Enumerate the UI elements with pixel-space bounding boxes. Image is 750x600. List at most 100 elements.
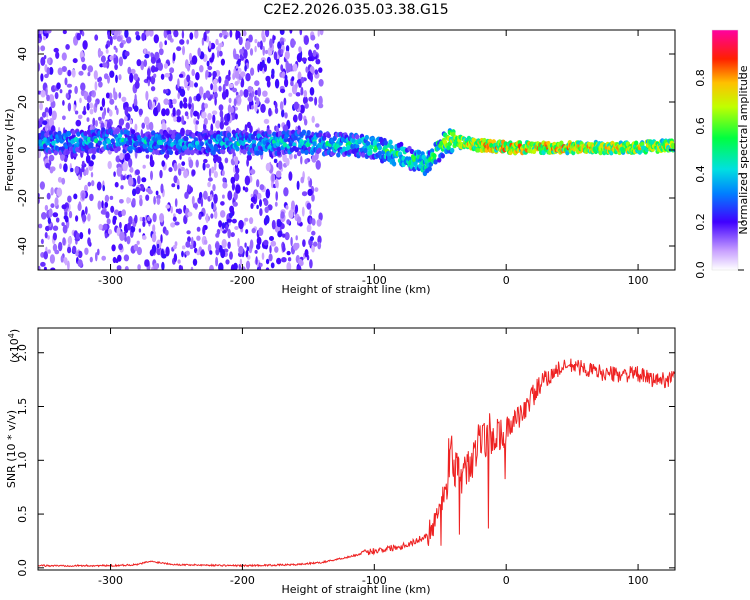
- heatmap-cell: [432, 153, 437, 159]
- heatmap-cell: [223, 121, 229, 126]
- heatmap-cell: [150, 56, 156, 64]
- heatmap-cell: [128, 158, 133, 168]
- heatmap-cell: [265, 75, 271, 82]
- heatmap-cell: [55, 51, 60, 59]
- heatmap-cell: [147, 216, 151, 222]
- heatmap-cell: [62, 115, 66, 121]
- heatmap-cell: [80, 56, 86, 63]
- heatmap-cell: [233, 172, 240, 182]
- heatmap-cell: [104, 120, 108, 128]
- heatmap-cell: [598, 150, 603, 156]
- heatmap-cell: [249, 217, 254, 225]
- heatmap-cell: [222, 194, 225, 199]
- heatmap-cell: [153, 67, 159, 72]
- heatmap-cell: [113, 171, 116, 177]
- heatmap-cell: [259, 40, 263, 50]
- heatmap-cell: [104, 232, 108, 239]
- heatmap-cell: [126, 222, 131, 231]
- heatmap-cell: [303, 90, 308, 98]
- heatmap-cell: [446, 145, 451, 151]
- heatmap-cell: [203, 158, 208, 164]
- heatmap-cell: [239, 89, 244, 97]
- heatmap-cell: [67, 195, 72, 203]
- heatmap-cell: [153, 73, 157, 79]
- heatmap-cell: [209, 250, 213, 255]
- heatmap-cell: [306, 130, 311, 136]
- heatmap-cell: [216, 228, 221, 235]
- heatmap-cell: [311, 194, 315, 202]
- heatmap-cell: [440, 153, 445, 159]
- colorbar-tick-label: 0.4: [694, 165, 707, 183]
- heatmap-cell: [94, 138, 99, 144]
- heatmap-cell: [116, 35, 123, 42]
- heatmap-cell: [167, 33, 173, 41]
- heatmap-cell: [214, 96, 217, 106]
- heatmap-cell: [250, 67, 255, 76]
- heatmap-cell: [61, 222, 65, 227]
- heatmap-cell: [46, 67, 50, 76]
- heatmap-cell: [156, 243, 160, 249]
- heatmap-cell: [189, 244, 194, 250]
- heatmap-cell: [165, 108, 170, 116]
- heatmap-cell: [50, 203, 55, 209]
- heatmap-cell: [262, 90, 268, 97]
- heatmap-cell: [307, 188, 313, 196]
- heatmap-cell: [125, 122, 130, 130]
- heatmap-cell: [186, 74, 191, 83]
- heatmap-cell: [275, 170, 282, 178]
- heatmap-cell: [98, 116, 102, 121]
- heatmap-cell: [87, 181, 92, 187]
- heatmap-cell: [205, 90, 211, 99]
- heatmap-cell: [262, 45, 266, 56]
- heatmap-cell: [182, 102, 188, 109]
- heatmap-cell: [79, 97, 82, 104]
- heatmap-cell: [177, 184, 180, 190]
- heatmap-cell: [264, 99, 270, 104]
- heatmap-cell: [309, 259, 313, 269]
- heatmap-cell: [276, 146, 282, 152]
- heatmap-cell: [105, 48, 109, 54]
- heatmap-cell: [265, 267, 270, 270]
- heatmap-cell: [191, 169, 196, 176]
- heatmap-cell: [287, 257, 292, 262]
- heatmap-cell: [312, 49, 317, 57]
- heatmap-cell: [391, 161, 397, 167]
- heatmap-cell: [147, 79, 150, 87]
- x-tick-label: -200: [230, 574, 255, 587]
- snr-multiplier: (x104): [7, 329, 21, 363]
- heatmap-cell: [143, 59, 148, 67]
- heatmap-cell: [246, 121, 252, 129]
- heatmap-cell: [102, 62, 108, 68]
- heatmap-cell: [75, 215, 79, 222]
- heatmap-cell: [232, 201, 238, 207]
- heatmap-cell: [256, 204, 259, 210]
- heatmap-cell: [224, 78, 229, 86]
- heatmap-cell: [172, 107, 176, 117]
- heatmap-cell: [311, 115, 315, 123]
- heatmap-cell: [181, 250, 184, 258]
- heatmap-cell: [82, 40, 88, 50]
- heatmap-cell: [280, 88, 286, 94]
- heatmap-cell: [209, 264, 214, 270]
- heatmap-cell: [66, 83, 73, 88]
- heatmap-cell: [235, 146, 240, 152]
- heatmap-cell: [293, 101, 299, 110]
- heatmap-cell: [228, 83, 234, 89]
- heatmap-cell: [289, 153, 293, 160]
- heatmap-cell: [161, 108, 167, 117]
- heatmap-cell: [288, 209, 294, 219]
- y-tick-label: 20: [16, 95, 29, 109]
- heatmap-cell: [225, 259, 230, 265]
- heatmap-cell: [234, 70, 240, 79]
- heatmap-cell: [191, 55, 198, 65]
- heatmap-cell: [163, 98, 169, 105]
- heatmap-cell: [221, 91, 227, 100]
- heatmap-cell: [240, 71, 246, 77]
- heatmap-cell: [86, 102, 90, 111]
- heatmap-cell: [296, 79, 302, 84]
- heatmap-cell: [227, 241, 231, 249]
- heatmap-cell: [141, 216, 146, 222]
- heatmap-cell: [301, 191, 308, 197]
- heatmap-cell: [54, 249, 60, 255]
- heatmap-cell: [177, 92, 180, 100]
